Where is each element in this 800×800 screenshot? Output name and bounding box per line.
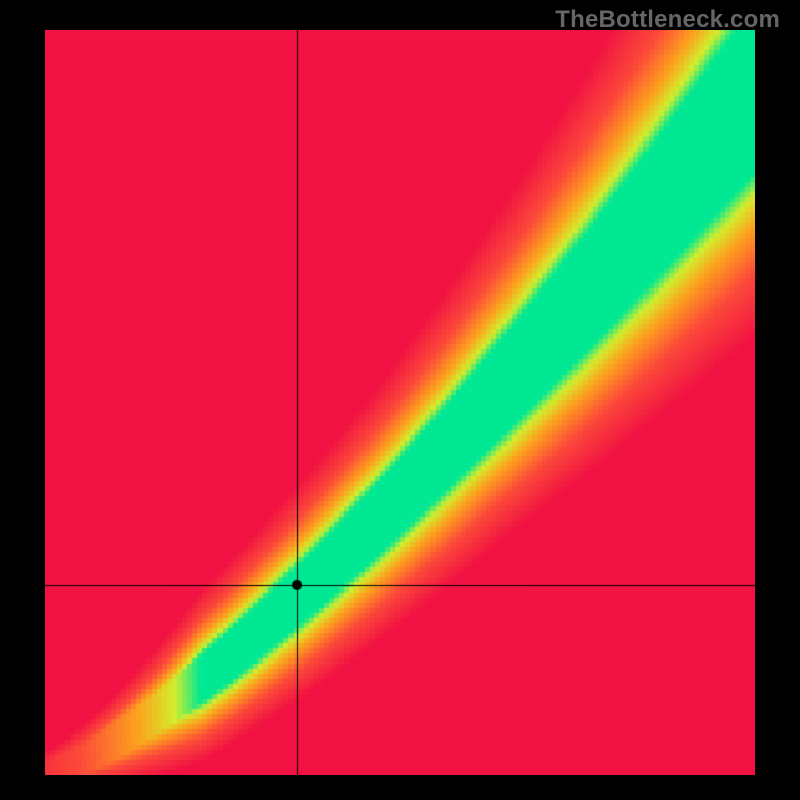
bottleneck-heatmap: [45, 30, 755, 775]
watermark-text: TheBottleneck.com: [555, 6, 780, 34]
heatmap-canvas: [45, 30, 755, 775]
